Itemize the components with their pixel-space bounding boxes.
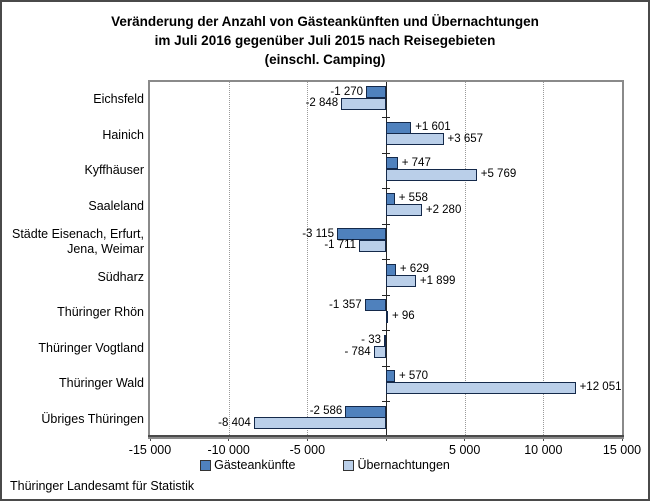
legend-label-gaesteankuenfte: Gästeankünfte — [214, 458, 296, 472]
bar-value-label: -2 586 — [309, 405, 343, 417]
bar-gaesteankuenfte — [386, 263, 396, 276]
bar-uebernachtungen — [373, 346, 386, 358]
x-tick-label: 5 000 — [449, 443, 481, 457]
bar-value-label: -8 404 — [218, 416, 251, 429]
x-axis-line — [148, 435, 624, 437]
bar-value-label: +5 769 — [480, 168, 517, 180]
bar-value-label: + 558 — [398, 192, 428, 204]
chart-title-line2: im Juli 2016 gegenüber Juli 2015 nach Re… — [154, 33, 496, 48]
bar-uebernachtungen — [386, 168, 477, 181]
bar-value-label: -1 357 — [329, 298, 362, 311]
category-label: Hainich — [102, 127, 144, 142]
chart-title-line1: Veränderung der Anzahl von Gästeankünfte… — [111, 14, 539, 29]
bar-uebernachtungen — [386, 381, 576, 394]
chart-title: Veränderung der Anzahl von Gästeankünfte… — [2, 12, 648, 69]
bar-value-label: + 570 — [398, 369, 429, 382]
bar-value-label: -3 115 — [302, 227, 334, 240]
x-tick-label: -5 000 — [289, 443, 326, 457]
x-tick-label: 15 000 — [602, 443, 642, 457]
bar-gaesteankuenfte — [364, 299, 386, 311]
x-tick-label: -10 000 — [207, 443, 250, 457]
bar-gaesteankuenfte — [386, 157, 398, 169]
bar-value-label: - 33 — [361, 334, 381, 346]
category-tick — [382, 152, 390, 154]
gridline — [464, 82, 466, 437]
bar-uebernachtungen — [253, 417, 386, 429]
bar-value-label: + 96 — [392, 310, 415, 322]
category-tick — [382, 117, 390, 118]
bar-value-label: +3 657 — [447, 132, 484, 145]
category-tick — [382, 365, 390, 367]
category-label: Thüringer Vogtland — [38, 340, 144, 355]
bar-uebernachtungen — [341, 97, 386, 110]
bar-gaesteankuenfte — [386, 121, 412, 134]
category-label: Kyffhäuser — [84, 163, 144, 178]
bar-uebernachtungen — [386, 133, 444, 145]
x-axis-tick — [621, 437, 623, 441]
bar-gaesteankuenfte — [384, 334, 386, 347]
category-tick — [382, 259, 390, 260]
bar-uebernachtungen — [359, 239, 386, 252]
category-label: Eichsfeld — [93, 92, 144, 107]
bar-gaesteankuenfte — [386, 370, 395, 382]
category-tick — [382, 188, 390, 189]
legend-swatch-uebernachtungen — [343, 459, 355, 471]
bar-gaesteankuenfte — [386, 192, 395, 205]
x-axis-tick — [385, 437, 387, 441]
category-tick — [382, 330, 390, 331]
x-tick-label: 10 000 — [524, 443, 563, 457]
bar-value-label: +2 280 — [425, 203, 462, 216]
x-tick-label: -15 000 — [128, 443, 172, 457]
category-label: Thüringer Wald — [59, 376, 144, 391]
plot-area: -1 270 +1 601 + 747 + 558 -3 115 + 629 -1 357 -… — [148, 80, 624, 441]
bar-value-label: -1 711 — [324, 239, 357, 251]
x-axis-tick — [464, 437, 466, 441]
source-credit: Thüringer Landesamt für Statistik — [10, 479, 195, 493]
category-tick — [382, 223, 390, 225]
bar-uebernachtungen — [386, 275, 416, 287]
category-label: Thüringer Rhön — [57, 305, 144, 320]
bar-value-label: +1 899 — [419, 274, 456, 287]
category-label: Übriges Thüringen — [41, 411, 144, 426]
bar-value-label: + 629 — [399, 263, 429, 275]
bar-value-label: +12 051 — [579, 381, 622, 393]
category-label: Südharz — [97, 269, 144, 284]
legend-item-uebernachtungen: Übernachtungen — [343, 458, 450, 472]
legend-item-gaesteankuenfte: Gästeankünfte — [200, 458, 295, 472]
bar-value-label: -2 848 — [305, 97, 339, 109]
category-label: Saaleland — [88, 198, 144, 213]
bar-value-label: +1 601 — [415, 121, 451, 133]
category-tick — [382, 294, 390, 296]
x-axis-tick — [542, 437, 544, 441]
category-tick — [382, 401, 390, 402]
bar-value-label: + 747 — [401, 156, 431, 169]
legend-swatch-gaesteankuenfte — [200, 459, 212, 471]
bar-gaesteankuenfte — [345, 405, 386, 418]
category-label: Städte Eisenach, Erfurt, Jena, Weimar — [11, 226, 144, 256]
bar-value-label: - 784 — [344, 345, 371, 358]
bar-uebernachtungen — [386, 204, 422, 216]
x-axis-tick — [228, 437, 230, 441]
bar-value-label: -1 270 — [330, 85, 364, 98]
x-axis-tick — [149, 437, 151, 441]
bar-uebernachtungen — [386, 310, 388, 323]
legend-label-uebernachtungen: Übernachtungen — [357, 458, 450, 472]
x-axis-tick — [306, 437, 308, 441]
gridline — [307, 82, 309, 437]
chart-title-line3: (einschl. Camping) — [264, 52, 386, 67]
bar-gaesteankuenfte — [366, 86, 386, 98]
gridline — [543, 82, 545, 437]
legend: Gästeankünfte Übernachtungen — [2, 458, 648, 472]
gridline — [228, 82, 230, 437]
